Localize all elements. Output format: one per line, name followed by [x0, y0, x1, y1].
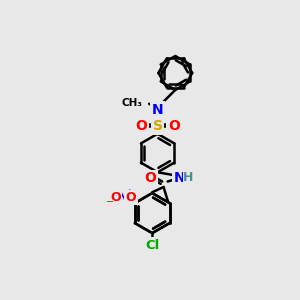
Text: CH₃: CH₃	[122, 98, 143, 108]
Text: +: +	[125, 188, 133, 197]
Text: O: O	[145, 172, 157, 185]
Text: −: −	[106, 197, 114, 207]
Text: H: H	[183, 171, 194, 184]
Text: O: O	[110, 191, 121, 204]
Text: O: O	[126, 191, 136, 204]
Text: Cl: Cl	[145, 239, 159, 252]
Text: N: N	[152, 103, 164, 117]
Text: O: O	[136, 119, 147, 133]
Text: N: N	[118, 191, 128, 204]
Text: O: O	[168, 119, 180, 133]
Text: S: S	[153, 119, 163, 133]
Text: N: N	[173, 171, 185, 185]
